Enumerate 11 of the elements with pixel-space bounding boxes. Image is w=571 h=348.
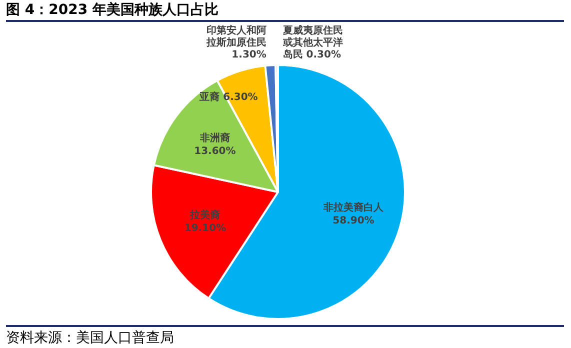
slice-label: 拉美裔 xyxy=(189,209,220,222)
data-label: 13.60% xyxy=(194,146,236,157)
data-label: 1.30% xyxy=(232,50,266,61)
slice-label: 印第安人和阿拉斯加原住民 xyxy=(205,24,266,49)
text: 资料来源：美国人口普查局 xyxy=(6,330,174,346)
slice-label: 非拉美裔白人 xyxy=(322,202,384,214)
chart-title: 图 4：2023 年美国种族人口占比 xyxy=(6,2,564,22)
slice-label: 非洲裔 xyxy=(198,132,230,144)
data-label: 58.90% xyxy=(332,216,374,227)
data-label: 19.10% xyxy=(184,223,226,234)
slice-label: 夏威夷原住民或其他太平洋岛民 0.30% xyxy=(282,24,343,61)
